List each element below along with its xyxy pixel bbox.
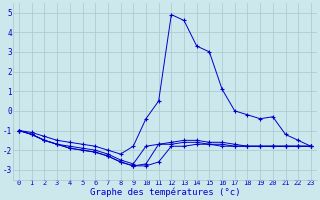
X-axis label: Graphe des températures (°c): Graphe des températures (°c) [90,188,240,197]
